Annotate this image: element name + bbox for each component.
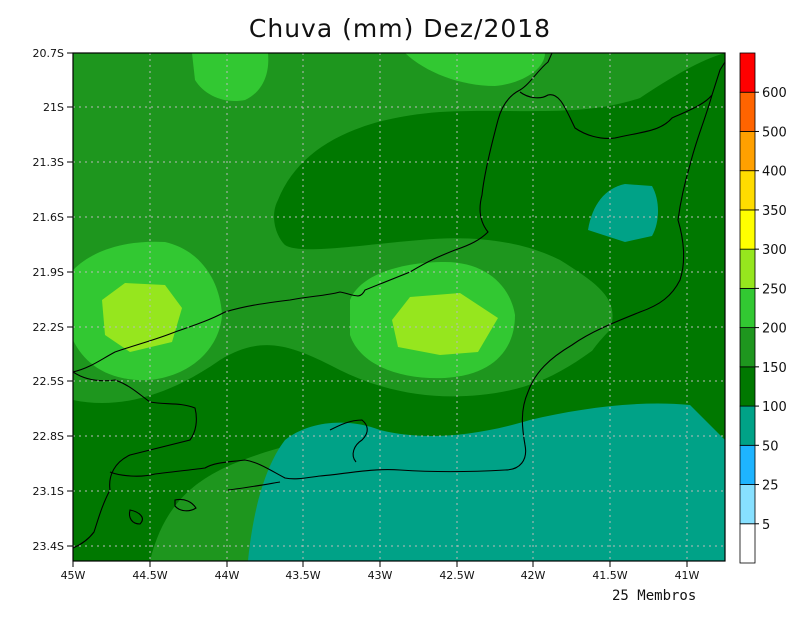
colorbar-label: 200 bbox=[762, 322, 787, 337]
lon-label: 44W bbox=[215, 569, 240, 582]
lat-label: 23.4S bbox=[33, 540, 64, 553]
longitude-axis: 45W 44.5W 44W 43.5W 43W 42.5W 42W 41.5W … bbox=[61, 561, 700, 582]
lat-label: 21.3S bbox=[33, 156, 64, 169]
colorbar-label: 50 bbox=[762, 439, 779, 454]
colorbar-swatch bbox=[739, 131, 756, 172]
latitude-axis: 20.7S 21S 21.3S 21.6S 21.9S 22.2S 22.5S … bbox=[33, 47, 73, 553]
lat-label: 21.6S bbox=[33, 211, 64, 224]
colorbar-swatch bbox=[739, 209, 756, 250]
lat-label: 22.2S bbox=[33, 321, 64, 334]
map-grid bbox=[73, 53, 725, 561]
level-250-300-area bbox=[102, 283, 182, 352]
colorbar-swatch bbox=[739, 52, 756, 93]
colorbar-swatch bbox=[739, 484, 756, 525]
lat-label: 21S bbox=[43, 101, 64, 114]
colorbar-label: 150 bbox=[762, 361, 787, 376]
colorbar-swatch bbox=[739, 287, 756, 329]
lon-label: 43.5W bbox=[285, 569, 320, 582]
colorbar-legend: 5 25 50 100 150 200 250 300 350 400 500 600 bbox=[739, 52, 787, 564]
level-200-250-area bbox=[405, 53, 545, 86]
colorbar-swatch bbox=[739, 366, 756, 407]
lon-label: 42.5W bbox=[439, 569, 474, 582]
colorbar-swatch bbox=[739, 248, 756, 289]
colorbar-swatch bbox=[739, 91, 756, 132]
precipitation-fill bbox=[73, 53, 725, 561]
level-250-300-area bbox=[392, 293, 498, 355]
lat-label: 21.9S bbox=[33, 266, 64, 279]
colorbar-label: 100 bbox=[762, 400, 787, 415]
colorbar-swatch bbox=[739, 444, 756, 485]
lat-label: 22.8S bbox=[33, 430, 64, 443]
lat-label: 20.7S bbox=[33, 47, 64, 60]
ensemble-members-note: 25 Membros bbox=[612, 588, 697, 604]
colorbar-label: 25 bbox=[762, 479, 779, 494]
level-50-100-area bbox=[588, 184, 658, 242]
colorbar-label: 600 bbox=[762, 86, 787, 101]
colorbar-swatch bbox=[739, 523, 756, 564]
lat-label: 23.1S bbox=[33, 485, 64, 498]
colorbar-label: 400 bbox=[762, 165, 787, 180]
lon-label: 45W bbox=[61, 569, 86, 582]
lon-label: 43W bbox=[368, 569, 393, 582]
colorbar-label: 5 bbox=[762, 518, 770, 533]
lon-label: 41W bbox=[675, 569, 700, 582]
colorbar-label: 500 bbox=[762, 125, 787, 140]
lon-label: 44.5W bbox=[132, 569, 167, 582]
colorbar-label: 300 bbox=[762, 243, 787, 258]
colorbar-swatch bbox=[739, 327, 756, 368]
lon-label: 41.5W bbox=[592, 569, 627, 582]
level-100-150-area bbox=[73, 420, 360, 561]
lat-label: 22.5S bbox=[33, 375, 64, 388]
level-50-100-area bbox=[248, 403, 725, 561]
lon-label: 42W bbox=[521, 569, 546, 582]
colorbar-label: 350 bbox=[762, 204, 787, 219]
level-200-250-area bbox=[192, 53, 269, 102]
colorbar-swatch bbox=[739, 170, 756, 211]
plot-frame bbox=[72, 52, 726, 562]
colorbar-swatch bbox=[739, 405, 756, 446]
level-100-150-area bbox=[274, 53, 725, 440]
colorbar-label: 250 bbox=[762, 282, 787, 297]
map-title: Chuva (mm) Dez/2018 bbox=[248, 14, 552, 43]
coastline-border-lines bbox=[73, 53, 725, 549]
